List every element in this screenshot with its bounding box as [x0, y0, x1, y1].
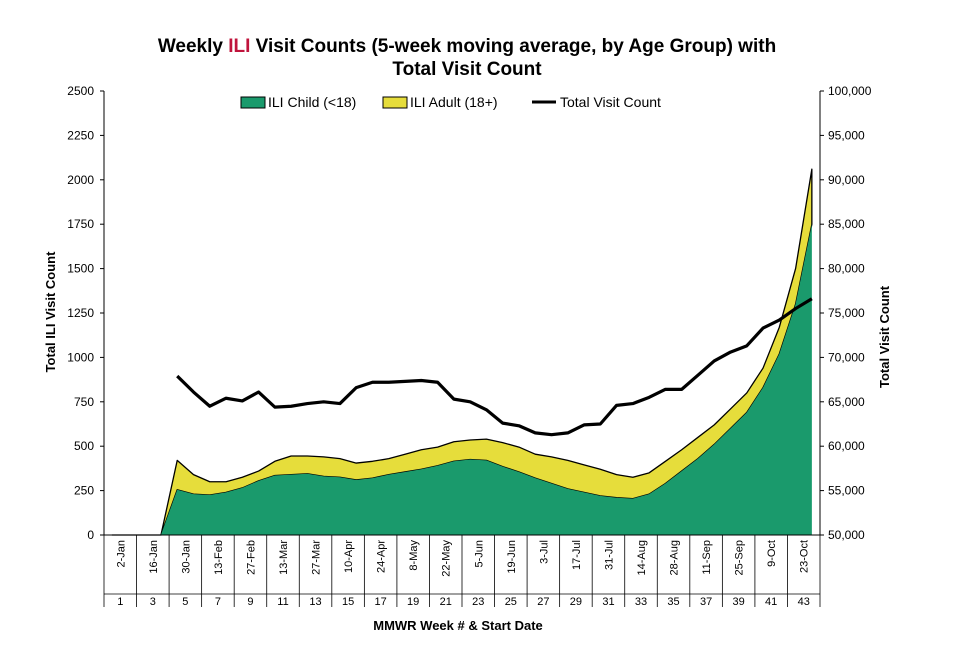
- x-week-label: 39: [733, 596, 745, 608]
- x-date-label: 24-Apr: [376, 540, 388, 573]
- x-week-label: 27: [537, 596, 549, 608]
- legend: ILI Child (<18) ILI Adult (18+) Total Vi…: [240, 94, 661, 110]
- x-week-label: 1: [117, 596, 123, 608]
- right-tick-label: 90,000: [828, 173, 865, 187]
- x-axis-labels: 2-Jan 16-Jan 30-Jan 13-Feb 27-Feb 13-Mar 27-Ma…: [103, 535, 821, 608]
- legend-swatch-adult: [382, 96, 408, 109]
- x-date-label: 27-Feb: [245, 540, 257, 575]
- x-date-label: 31-Jul: [603, 540, 615, 570]
- x-date-label: 13-Feb: [213, 540, 225, 575]
- x-week-label: 17: [375, 596, 387, 608]
- right-tick-label: 70,000: [828, 350, 865, 364]
- x-week-label: 43: [798, 596, 810, 608]
- right-tick-label: 50,000: [828, 528, 865, 542]
- left-tick-label: 1500: [67, 262, 94, 276]
- left-axis-ticks: 0 250 500 750 1000 1250 1500 1750 2000 2250 2500: [67, 84, 104, 542]
- line-total-visit-count: [176, 297, 813, 437]
- x-date-label: 27-Mar: [311, 540, 323, 575]
- x-date-label: 2-Jan: [115, 540, 127, 568]
- x-date-label: 23-Oct: [799, 540, 811, 573]
- x-week-label: 13: [309, 596, 321, 608]
- x-axis-title: MMWR Week # & Start Date: [373, 618, 543, 633]
- legend-label-total: Total Visit Count: [560, 94, 661, 110]
- chart-title-part2: Visit Counts (5-week moving average, by …: [250, 36, 776, 57]
- x-date-label: 28-Aug: [669, 540, 681, 575]
- x-date-label: 3-Jul: [538, 540, 550, 564]
- right-tick-label: 60,000: [828, 439, 865, 453]
- left-tick-label: 2000: [67, 173, 94, 187]
- right-tick-label: 100,000: [828, 84, 872, 98]
- x-week-label: 5: [182, 596, 188, 608]
- right-axis-title: Total Visit Count: [877, 285, 892, 388]
- left-tick-label: 1000: [67, 350, 94, 364]
- x-week-label: 31: [602, 596, 614, 608]
- x-week-label: 37: [700, 596, 712, 608]
- left-axis-title: Total ILI Visit Count: [43, 251, 58, 373]
- legend-label-child: ILI Child (<18): [268, 94, 356, 110]
- x-date-label: 14-Aug: [636, 540, 648, 575]
- plot-areas: [111, 168, 813, 536]
- right-tick-label: 80,000: [828, 262, 865, 276]
- x-week-label: 15: [342, 596, 354, 608]
- x-date-label: 9-Oct: [766, 540, 778, 567]
- plot-line: [176, 297, 813, 437]
- right-tick-label: 85,000: [828, 217, 865, 231]
- x-date-label: 30-Jan: [180, 540, 192, 574]
- x-week-label: 9: [247, 596, 253, 608]
- x-date-label: 5-Jun: [473, 540, 485, 568]
- x-week-label: 35: [667, 596, 679, 608]
- legend-label-adult: ILI Adult (18+): [410, 94, 498, 110]
- svg-text:Weekly ILI Visit Counts (5-wee: Weekly ILI Visit Counts (5-week moving a…: [158, 36, 776, 57]
- x-week-label: 41: [765, 596, 777, 608]
- x-date-label: 8-May: [408, 540, 420, 571]
- x-week-label: 23: [472, 596, 484, 608]
- x-week-label: 7: [215, 596, 221, 608]
- area-ili-adult: [111, 168, 813, 536]
- x-week-label: 33: [635, 596, 647, 608]
- area-ili-child: [112, 224, 812, 535]
- left-tick-label: 2500: [67, 84, 94, 98]
- left-tick-label: 0: [87, 528, 94, 542]
- left-tick-label: 2250: [67, 128, 94, 142]
- x-week-label: 21: [440, 596, 452, 608]
- left-tick-label: 1250: [67, 306, 94, 320]
- chart-title: Weekly ILI Visit Counts (5-week moving a…: [158, 36, 776, 80]
- x-date-label: 10-Apr: [343, 540, 355, 573]
- x-week-label: 3: [150, 596, 156, 608]
- right-tick-label: 65,000: [828, 395, 865, 409]
- chart-title-line2: Total Visit Count: [392, 59, 542, 80]
- left-tick-label: 250: [74, 484, 94, 498]
- right-tick-label: 95,000: [828, 128, 865, 142]
- x-week-label: 25: [505, 596, 517, 608]
- left-tick-label: 750: [74, 395, 94, 409]
- legend-swatch-child: [240, 96, 266, 109]
- x-date-label: 19-Jun: [506, 540, 518, 574]
- chart-title-part1: Weekly: [158, 36, 228, 57]
- x-date-label: 25-Sep: [734, 540, 746, 575]
- chart-title-highlight: ILI: [228, 36, 250, 57]
- x-week-label: 11: [277, 596, 288, 608]
- left-tick-label: 1750: [67, 217, 94, 231]
- x-date-label: 22-May: [441, 540, 453, 577]
- x-date-label: 13-Mar: [278, 540, 290, 575]
- right-tick-label: 75,000: [828, 306, 865, 320]
- left-tick-label: 500: [74, 439, 94, 453]
- right-tick-label: 55,000: [828, 484, 865, 498]
- x-week-label: 29: [570, 596, 582, 608]
- x-week-label: 19: [407, 596, 419, 608]
- x-date-label: 11-Sep: [701, 540, 713, 575]
- x-date-label: 17-Jul: [571, 540, 583, 570]
- x-date-label: 16-Jan: [148, 540, 160, 574]
- right-axis-ticks: 50,000 55,000 60,000 65,000 70,000 75,000 80,0…: [820, 84, 872, 542]
